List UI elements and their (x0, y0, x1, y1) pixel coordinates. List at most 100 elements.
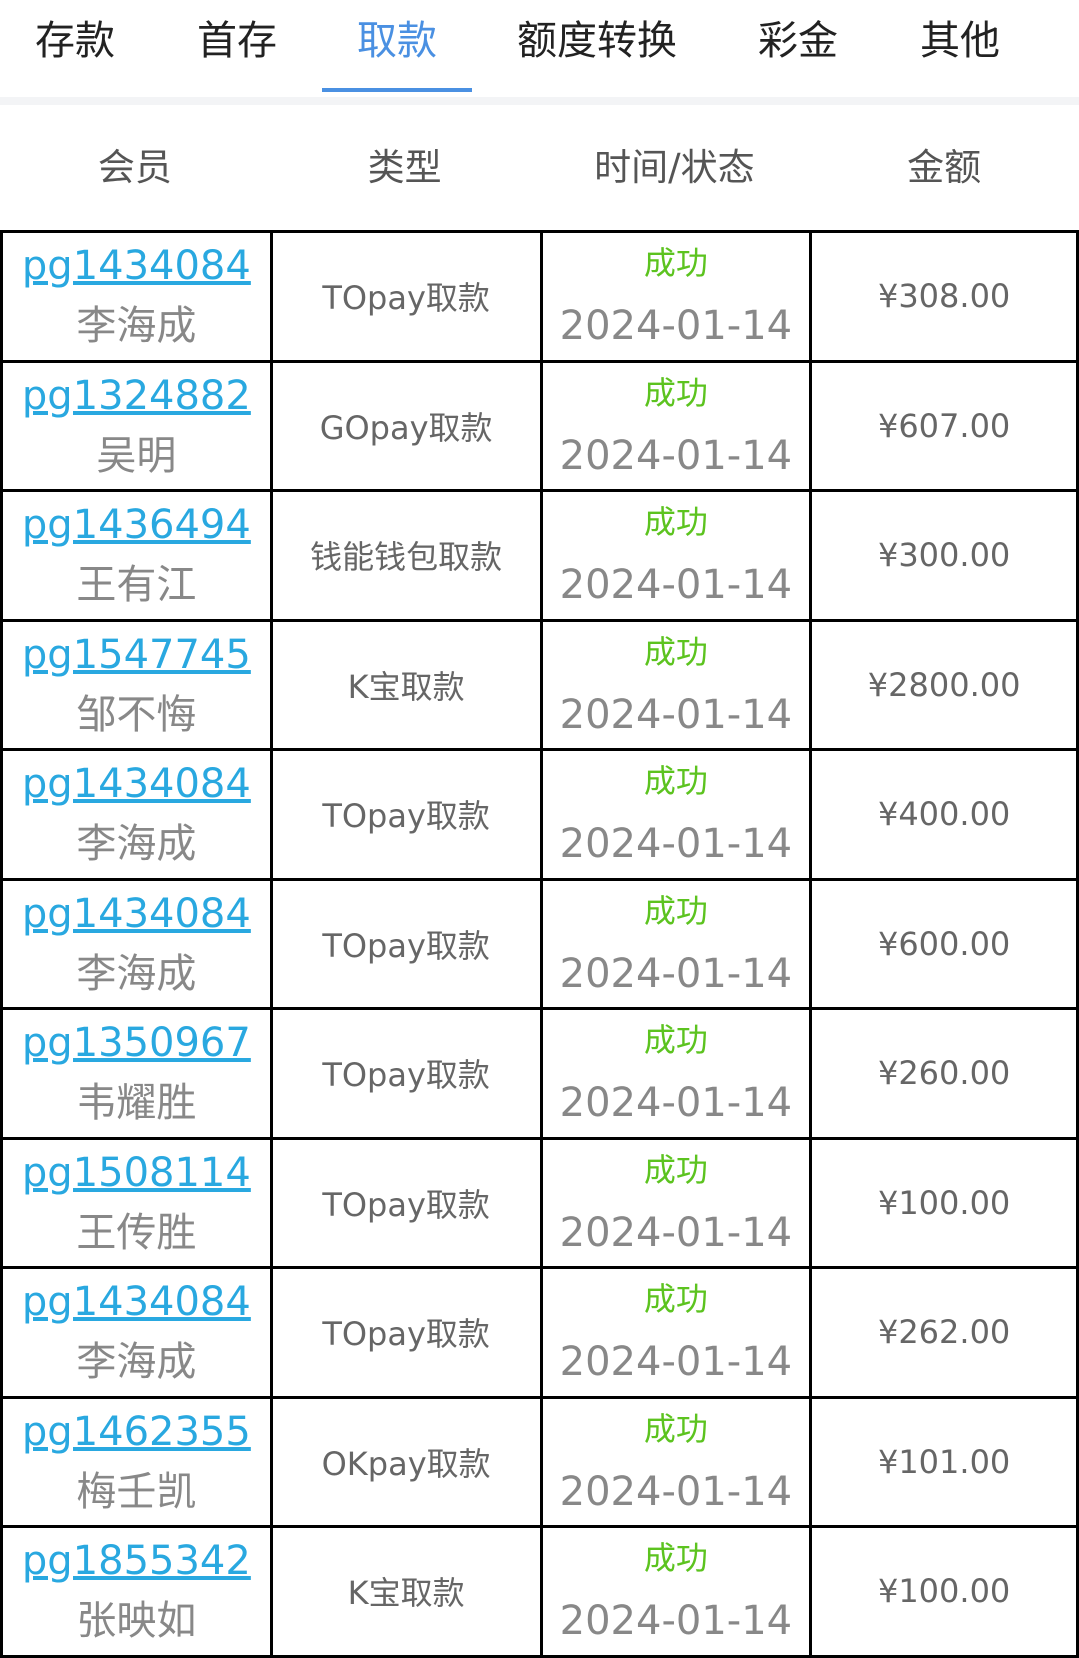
tab-first-deposit[interactable]: 首存 (197, 18, 277, 64)
status-badge: 成功 (643, 373, 708, 412)
member-name: 吴明 (96, 432, 177, 479)
withdraw-type: TOpay取款 (322, 1185, 490, 1224)
status-badge: 成功 (643, 503, 708, 542)
date: 2024-01-14 (559, 1080, 793, 1127)
amount: ¥260.00 (877, 1054, 1011, 1093)
time-status-cell: 成功 2024-01-14 (539, 492, 810, 619)
time-status-cell: 成功 2024-01-14 (539, 1269, 810, 1396)
member-cell: pg1434084 李海成 (0, 751, 270, 878)
amount: ¥100.00 (877, 1572, 1011, 1611)
tab-transfer[interactable]: 额度转换 (517, 18, 677, 64)
tab-deposit[interactable]: 存款 (35, 18, 115, 64)
table-row: pg1434084 李海成 TOpay取款 成功 2024-01-14 ¥600.00 (0, 880, 1079, 1010)
amount-cell: ¥400.00 (809, 751, 1079, 878)
amount-cell: ¥101.00 (809, 1398, 1079, 1525)
type-cell: 钱能钱包取款 (269, 492, 540, 619)
type-cell: K宝取款 (269, 1528, 540, 1655)
amount-cell: ¥100.00 (809, 1528, 1079, 1655)
tab-other[interactable]: 其他 (920, 18, 1000, 64)
header-time-status: 时间/状态 (594, 146, 755, 189)
tab-withdraw[interactable]: 取款 (357, 18, 437, 64)
header-type: 类型 (367, 146, 442, 189)
withdraw-type: TOpay取款 (322, 279, 490, 318)
tab-bonus[interactable]: 彩金 (758, 18, 838, 64)
member-name: 李海成 (76, 821, 197, 868)
time-status-cell: 成功 2024-01-14 (539, 1528, 810, 1655)
member-name: 王传胜 (76, 1209, 197, 1256)
member-cell: pg1324882 吴明 (0, 362, 270, 489)
header-member: 会员 (97, 146, 172, 189)
status-badge: 成功 (643, 1409, 708, 1448)
member-cell: pg1434084 李海成 (0, 880, 270, 1007)
status-badge: 成功 (643, 1539, 708, 1578)
date: 2024-01-14 (559, 562, 793, 609)
time-status-cell: 成功 2024-01-14 (539, 1398, 810, 1525)
member-link[interactable]: pg1434084 (21, 1279, 251, 1326)
amount: ¥600.00 (877, 924, 1011, 963)
withdraw-type: TOpay取款 (322, 926, 490, 965)
member-link[interactable]: pg1855342 (21, 1538, 251, 1585)
date: 2024-01-14 (559, 691, 793, 738)
member-link[interactable]: pg1434084 (21, 243, 251, 290)
header-amount: 金额 (907, 146, 982, 189)
amount: ¥300.00 (877, 536, 1011, 575)
time-status-cell: 成功 2024-01-14 (539, 880, 810, 1007)
date: 2024-01-14 (559, 1468, 793, 1515)
member-cell: pg1434084 李海成 (0, 233, 270, 360)
member-link[interactable]: pg1508114 (21, 1149, 251, 1196)
status-badge: 成功 (643, 244, 708, 283)
table-row: pg1508114 王传胜 TOpay取款 成功 2024-01-14 ¥100.00 (0, 1139, 1079, 1269)
status-badge: 成功 (643, 1150, 708, 1189)
amount: ¥262.00 (877, 1313, 1011, 1352)
type-cell: TOpay取款 (269, 880, 540, 1007)
member-link[interactable]: pg1436494 (21, 502, 251, 549)
table-header: 会员 类型 时间/状态 金额 (0, 105, 1079, 230)
amount: ¥607.00 (877, 406, 1011, 445)
member-name: 李海成 (76, 1339, 197, 1386)
withdraw-type: 钱能钱包取款 (310, 538, 503, 577)
amount-cell: ¥600.00 (809, 880, 1079, 1007)
member-cell: pg1855342 张映如 (0, 1528, 270, 1655)
amount-cell: ¥100.00 (809, 1139, 1079, 1266)
amount: ¥2800.00 (867, 665, 1021, 704)
member-link[interactable]: pg1350967 (21, 1020, 251, 1067)
member-link[interactable]: pg1462355 (21, 1408, 251, 1455)
amount-cell: ¥300.00 (809, 492, 1079, 619)
table-row: pg1462355 梅壬凯 OKpay取款 成功 2024-01-14 ¥101.00 (0, 1398, 1079, 1528)
date: 2024-01-14 (559, 432, 793, 479)
amount: ¥100.00 (877, 1183, 1011, 1222)
date: 2024-01-14 (559, 1339, 793, 1386)
member-cell: pg1434084 李海成 (0, 1269, 270, 1396)
type-cell: OKpay取款 (269, 1398, 540, 1525)
date: 2024-01-14 (559, 303, 793, 350)
table-row: pg1855342 张映如 K宝取款 成功 2024-01-14 ¥100.00 (0, 1528, 1079, 1658)
tab-bar: 存款 首存 取款 额度转换 彩金 其他 (0, 0, 1079, 97)
date: 2024-01-14 (559, 1209, 793, 1256)
member-cell: pg1508114 王传胜 (0, 1139, 270, 1266)
active-tab-indicator (322, 88, 472, 92)
table-row: pg1350967 韦耀胜 TOpay取款 成功 2024-01-14 ¥260.00 (0, 1010, 1079, 1140)
status-badge: 成功 (643, 632, 708, 671)
status-badge: 成功 (643, 762, 708, 801)
member-cell: pg1436494 王有江 (0, 492, 270, 619)
amount: ¥101.00 (877, 1442, 1011, 1481)
withdraw-table: pg1434084 李海成 TOpay取款 成功 2024-01-14 ¥308.00 pg… (0, 230, 1079, 1658)
time-status-cell: 成功 2024-01-14 (539, 1139, 810, 1266)
member-link[interactable]: pg1547745 (21, 631, 251, 678)
member-link[interactable]: pg1324882 (21, 372, 251, 419)
withdraw-type: TOpay取款 (322, 797, 490, 836)
member-name: 王有江 (76, 562, 197, 609)
status-badge: 成功 (643, 1280, 708, 1319)
table-row: pg1547745 邹不悔 K宝取款 成功 2024-01-14 ¥2800.00 (0, 621, 1079, 751)
member-link[interactable]: pg1434084 (21, 890, 251, 937)
member-link[interactable]: pg1434084 (21, 761, 251, 808)
type-cell: TOpay取款 (269, 1269, 540, 1396)
withdraw-type: TOpay取款 (322, 1056, 490, 1095)
date: 2024-01-14 (559, 1598, 793, 1645)
type-cell: GOpay取款 (269, 362, 540, 489)
amount-cell: ¥607.00 (809, 362, 1079, 489)
table-row: pg1436494 王有江 钱能钱包取款 成功 2024-01-14 ¥300.00 (0, 492, 1079, 622)
amount: ¥400.00 (877, 795, 1011, 834)
type-cell: TOpay取款 (269, 233, 540, 360)
member-cell: pg1547745 邹不悔 (0, 621, 270, 748)
